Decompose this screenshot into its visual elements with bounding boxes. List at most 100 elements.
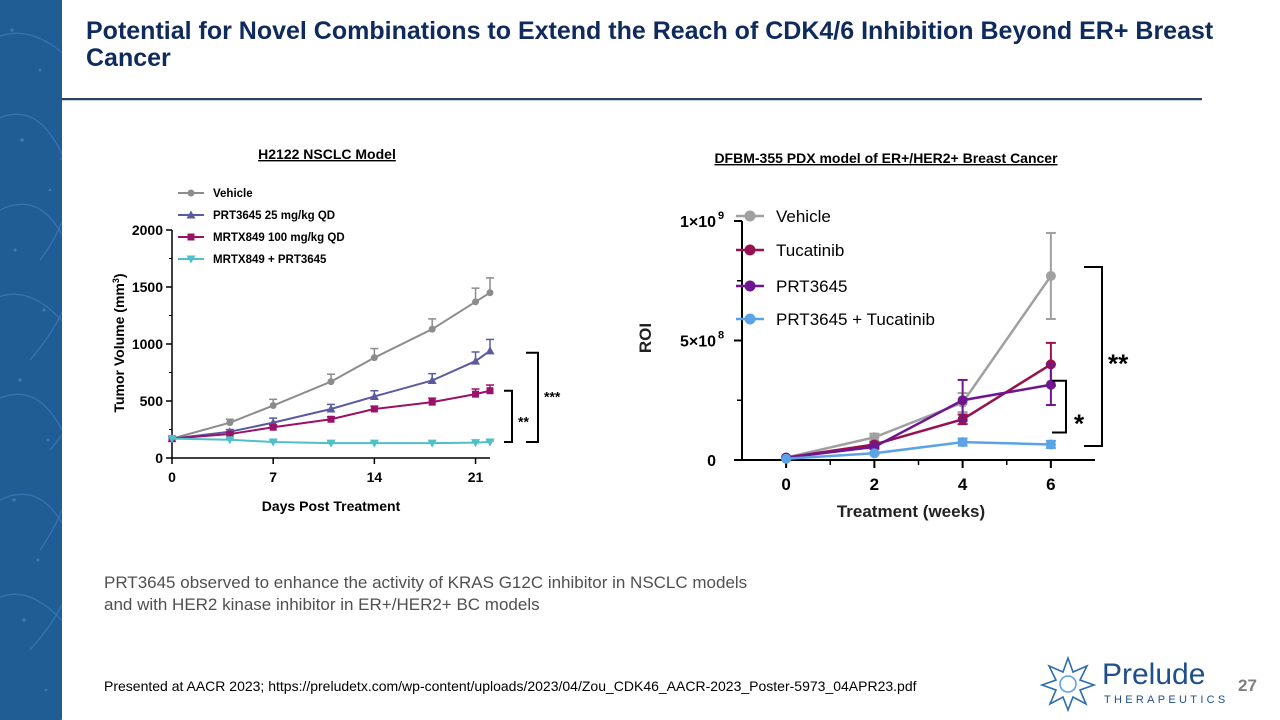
page-number: 27 — [1238, 676, 1257, 695]
chart1-data-point — [269, 423, 277, 431]
chart2-significance-label: ** — [1108, 349, 1129, 379]
chart1-data-point — [428, 398, 436, 406]
prelude-logo: Prelude THERAPEUTICS — [1039, 654, 1225, 713]
chart1-y-tick-label: 0 — [155, 450, 163, 466]
chart2-x-tick-label: 2 — [870, 475, 879, 494]
logo-wordmark: Prelude — [1102, 658, 1206, 691]
title-divider — [62, 98, 1202, 100]
chart1-significance-bracket — [504, 389, 513, 444]
chart2-data-point — [957, 395, 968, 406]
chart2-legend-marker — [744, 210, 756, 222]
chart2-x-tick-label: 6 — [1046, 475, 1055, 494]
chart2-data-point — [1045, 379, 1056, 390]
chart1-data-point — [427, 439, 437, 448]
chart1-data-point — [485, 346, 495, 355]
chart2-legend-marker — [744, 313, 756, 325]
chart2-series-line — [785, 275, 1052, 459]
chart1-legend-marker — [187, 189, 195, 197]
chart1-legend-marker — [187, 233, 195, 241]
chart2-ylabel: ROI — [636, 323, 655, 353]
chart1-data-point — [225, 436, 235, 445]
chart2-data-point — [957, 437, 968, 448]
chart2-data-point — [781, 453, 792, 464]
chart2-title: DFBM-355 PDX model of ER+/HER2+ Breast C… — [714, 150, 1058, 166]
chart2-legend-label: Tucatinib — [776, 241, 844, 260]
chart1-legend-label: MRTX849 100 mg/kg QD — [213, 232, 345, 244]
chart2-xlabel: Treatment (weeks) — [837, 502, 985, 521]
chart1-y-tick-label: 1000 — [132, 336, 163, 352]
chart1-data-point — [427, 375, 437, 384]
decorative-sidebar — [0, 0, 62, 720]
chart2-legend-marker — [744, 280, 756, 292]
chart1-data-point — [370, 405, 378, 413]
chart1-significance-label: *** — [544, 388, 561, 404]
chart1-y-tick-label: 2000 — [132, 222, 163, 238]
chart1-data-point — [428, 325, 436, 333]
chart2-legend-marker — [744, 244, 756, 256]
chart2-y-tick-label: 1×10 — [680, 214, 716, 231]
chart1-legend-marker — [186, 255, 196, 264]
summary-line-2: and with HER2 kinase inhibitor in ER+/HE… — [104, 595, 540, 614]
chart2-x-tick-label: 4 — [958, 475, 968, 494]
chart2-legend-label: PRT3645 + Tucatinib — [776, 310, 935, 329]
chart1-data-point — [471, 439, 481, 448]
chart1-data-point — [369, 439, 379, 448]
chart1-data-point — [485, 438, 495, 447]
chart1-data-point — [472, 298, 480, 306]
chart2-series-line — [785, 383, 1052, 459]
chart1-significance-bracket — [526, 351, 539, 444]
chart1-data-point — [269, 402, 277, 410]
chart2-significance-bracket — [1084, 266, 1103, 447]
chart1-series-line — [171, 389, 491, 440]
chart1-x-tick-label: 21 — [468, 469, 484, 485]
chart1-data-point — [167, 435, 177, 444]
chart2-y-tick-exponent: 8 — [718, 330, 724, 342]
chart1-ylabel: Tumor Volume (mm3) — [111, 273, 127, 412]
chart1-data-point — [327, 378, 335, 386]
chart1-data-point — [370, 354, 378, 362]
chart1-significance-label: ** — [518, 413, 529, 429]
chart1-title: H2122 NSCLC Model — [258, 146, 396, 162]
chart1-y-tick-label: 1500 — [132, 279, 163, 295]
chart1-data-point — [327, 415, 335, 423]
chart1-data-point — [326, 439, 336, 448]
title-divider-shadow — [62, 100, 1202, 101]
chart1-data-point — [326, 404, 336, 413]
logo-star-icon — [1039, 655, 1097, 713]
chart2-significance-bracket — [1052, 379, 1067, 434]
chart1-data-point — [486, 289, 494, 297]
chart1-data-point — [226, 430, 234, 438]
chart1-data-point — [369, 391, 379, 400]
chart2-y-tick-exponent: 9 — [718, 210, 724, 222]
chart2-legend-label: PRT3645 — [776, 277, 848, 296]
chart1-xlabel: Days Post Treatment — [262, 498, 401, 514]
chart1-series-line — [171, 437, 491, 445]
chart1-data-point — [226, 419, 234, 427]
chart1-x-tick-label: 14 — [367, 469, 383, 485]
chart2-data-point — [1045, 439, 1056, 450]
chart1-legend-marker — [186, 210, 196, 219]
chart2-series-line — [786, 440, 1051, 461]
slide-title: Potential for Novel Combinations to Exte… — [86, 17, 1214, 72]
chart1-y-tick-label: 500 — [140, 393, 164, 409]
chart1-x-tick-label: 0 — [168, 469, 176, 485]
summary-line-1: PRT3645 observed to enhance the activity… — [104, 573, 748, 592]
chart1-series-line — [171, 291, 491, 440]
sidebar-pattern — [0, 28, 62, 720]
chart2-legend-label: Vehicle — [776, 207, 831, 226]
chart2-x-tick-label: 0 — [781, 475, 790, 494]
chart2-significance-label: * — [1074, 409, 1085, 439]
chart2-y-tick-label: 5×10 — [680, 334, 716, 351]
chart1-series-line — [171, 350, 491, 440]
chart2-y-tick-label: 0 — [707, 453, 716, 470]
chart1-legend-label: Vehicle — [213, 188, 253, 200]
source-footnote: Presented at AACR 2023; https://preludet… — [104, 678, 917, 694]
chart2-data-point — [869, 448, 880, 459]
summary-text: PRT3645 observed to enhance the activity… — [104, 572, 864, 616]
chart1-data-point — [486, 387, 494, 395]
chart1-legend-label: PRT3645 25 mg/kg QD — [213, 210, 335, 222]
chart1-legend-label: MRTX849 + PRT3645 — [213, 254, 327, 266]
chart1-data-point — [471, 356, 481, 365]
chart1-data-point — [268, 438, 278, 447]
